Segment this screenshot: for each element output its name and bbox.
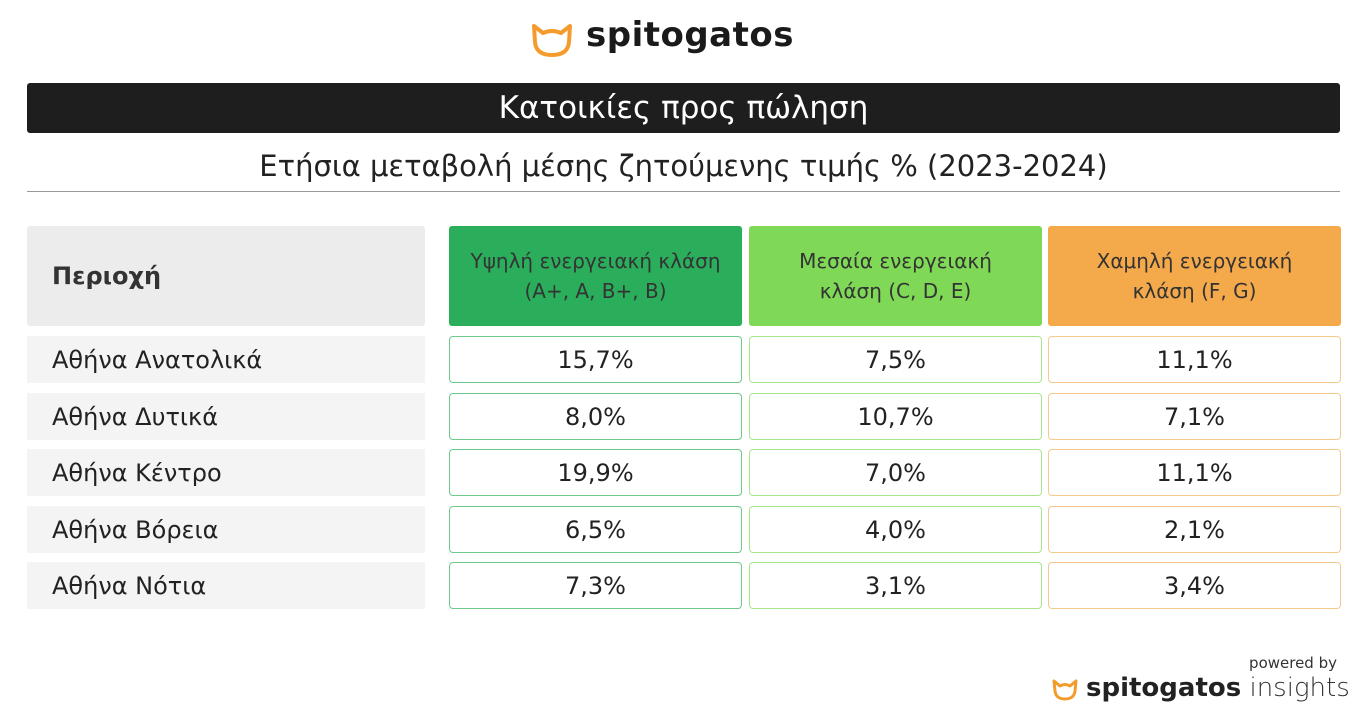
column-header: Χαμηλή ενεργειακή κλάση (F, G) [1048,226,1341,326]
value-cell: 8,0% [449,393,742,440]
subtitle: Ετήσια μεταβολή μέσης ζητούμενης τιμής %… [27,140,1340,192]
footer-brand: spitogatos insights [1086,673,1350,703]
value-cell: 7,0% [749,449,1042,496]
value-cell: 19,9% [449,449,742,496]
value-cell: 2,1% [1048,506,1341,553]
brand: spitogatos [586,15,794,55]
value-cell: 3,4% [1048,562,1341,609]
row-label: Αθήνα Βόρεια [27,506,425,553]
column-header: Περιοχή [27,226,425,326]
row-label: Αθήνα Κέντρο [27,449,425,496]
logo-icon [532,24,572,57]
column-header: Μεσαία ενεργειακή κλάση (C, D, E) [749,226,1042,326]
value-cell: 15,7% [449,336,742,383]
value-cell: 7,5% [749,336,1042,383]
value-cell: 7,1% [1048,393,1341,440]
value-cell: 10,7% [749,393,1042,440]
row-label: Αθήνα Νότια [27,562,425,609]
value-cell: 3,1% [749,562,1042,609]
value-cell: 6,5% [449,506,742,553]
footer-product: insights [1249,673,1350,703]
value-cell: 11,1% [1048,449,1341,496]
row-label: Αθήνα Δυτικά [27,393,425,440]
value-cell: 4,0% [749,506,1042,553]
footer-brand-name: spitogatos [1086,673,1242,703]
value-cell: 11,1% [1048,336,1341,383]
row-label: Αθήνα Ανατολικά [27,336,425,383]
powered-by: powered by [1249,654,1337,672]
footer-logo-icon [1052,679,1078,701]
value-cell: 7,3% [449,562,742,609]
title: Κατοικίες προς πώληση [27,83,1340,133]
column-header: Υψηλή ενεργειακή κλάση (A+, A, B+, B) [449,226,742,326]
